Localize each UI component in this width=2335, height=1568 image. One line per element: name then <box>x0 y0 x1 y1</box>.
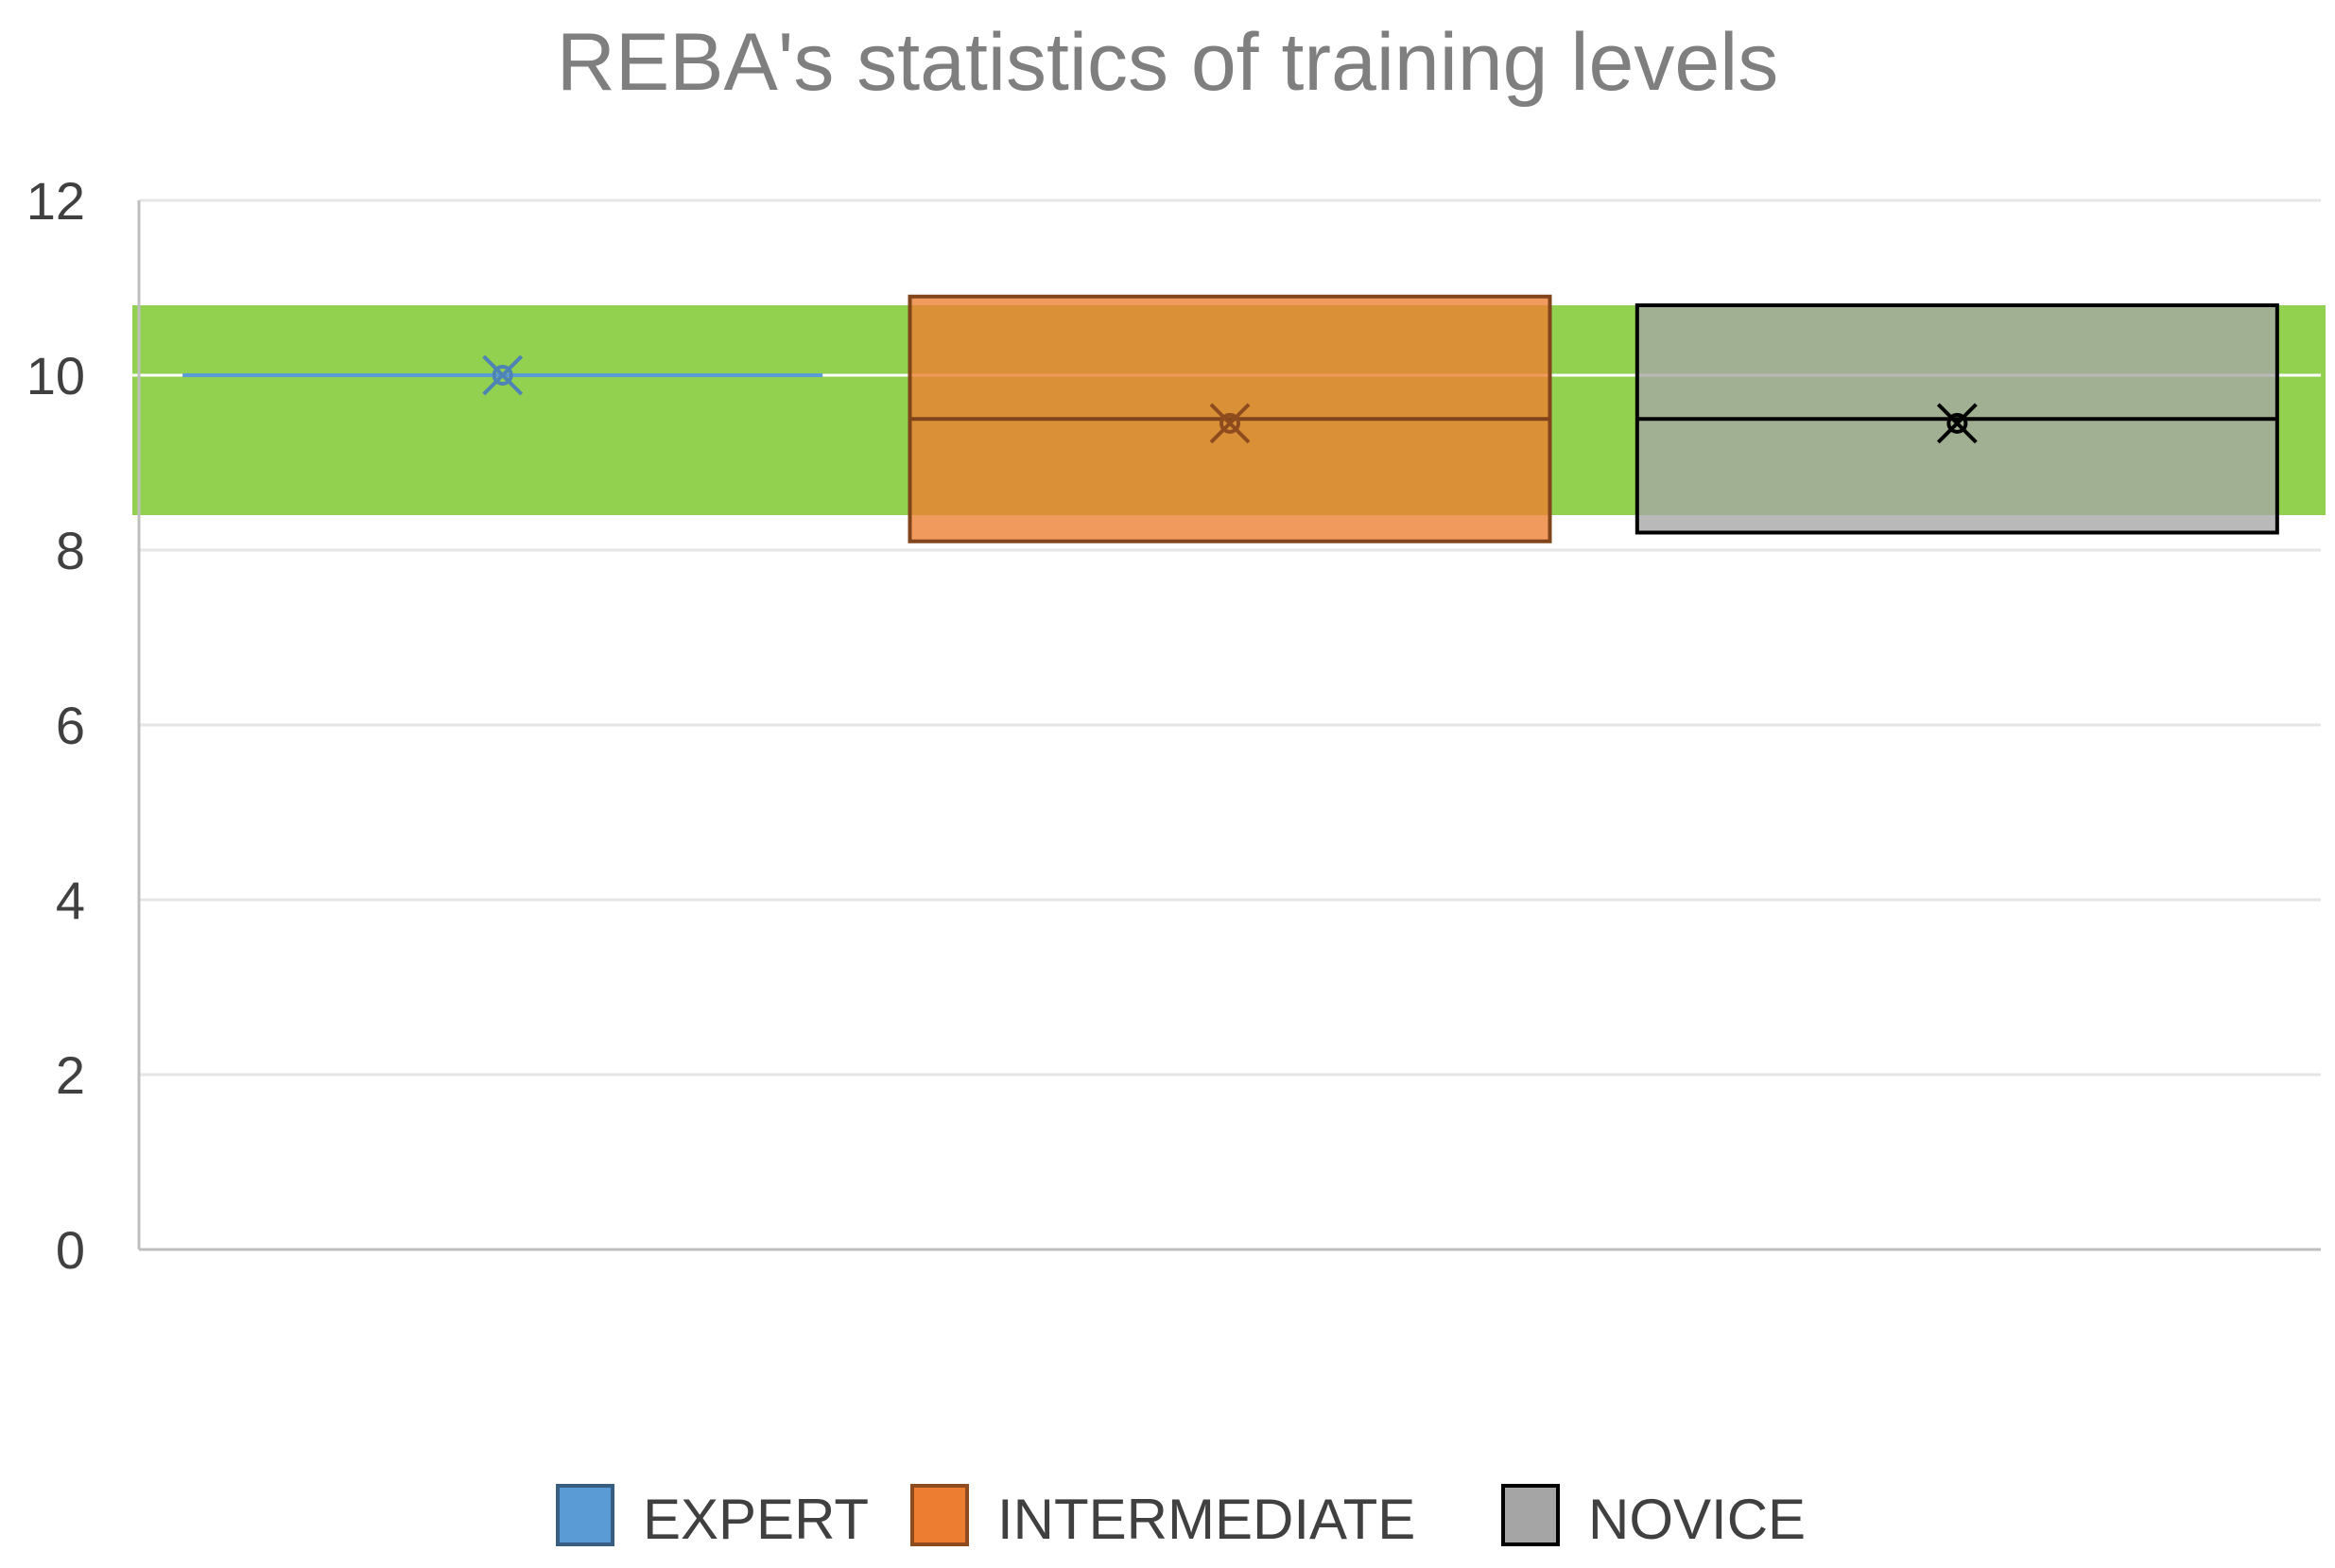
legend-item-expert[interactable]: EXPERT <box>556 1484 869 1551</box>
chart-title: REBA's statistics of training levels <box>557 17 1779 108</box>
legend-label-novice: NOVICE <box>1588 1488 1806 1551</box>
y-tick-label-8: 8 <box>56 521 85 580</box>
legend-swatch-novice <box>1501 1484 1560 1546</box>
y-tick-label-0: 0 <box>56 1220 85 1280</box>
y-tick-label-12: 12 <box>26 171 85 231</box>
mean-marker-novice <box>1936 403 1978 444</box>
legend-item-novice[interactable]: NOVICE <box>1501 1484 1806 1551</box>
box-layer <box>182 294 2279 543</box>
y-tick-label-6: 6 <box>56 696 85 755</box>
legend-item-intermediate[interactable]: INTERMEDIATE <box>910 1484 1415 1551</box>
y-tick-label-10: 10 <box>26 346 85 405</box>
legend-swatch-expert <box>556 1484 614 1546</box>
mean-marker-intermediate <box>1209 403 1251 444</box>
legend[interactable]: EXPERT INTERMEDIATE NOVICE <box>556 1484 1806 1551</box>
legend-swatch-intermediate <box>910 1484 969 1546</box>
y-tick-label-2: 2 <box>56 1045 85 1105</box>
axis-layer: 0 2 4 6 8 10 12 <box>26 171 2321 1280</box>
legend-label-intermediate: INTERMEDIATE <box>997 1488 1415 1551</box>
mean-marker-expert <box>482 354 524 396</box>
legend-label-expert: EXPERT <box>643 1488 869 1551</box>
y-tick-label-4: 4 <box>56 870 85 930</box>
